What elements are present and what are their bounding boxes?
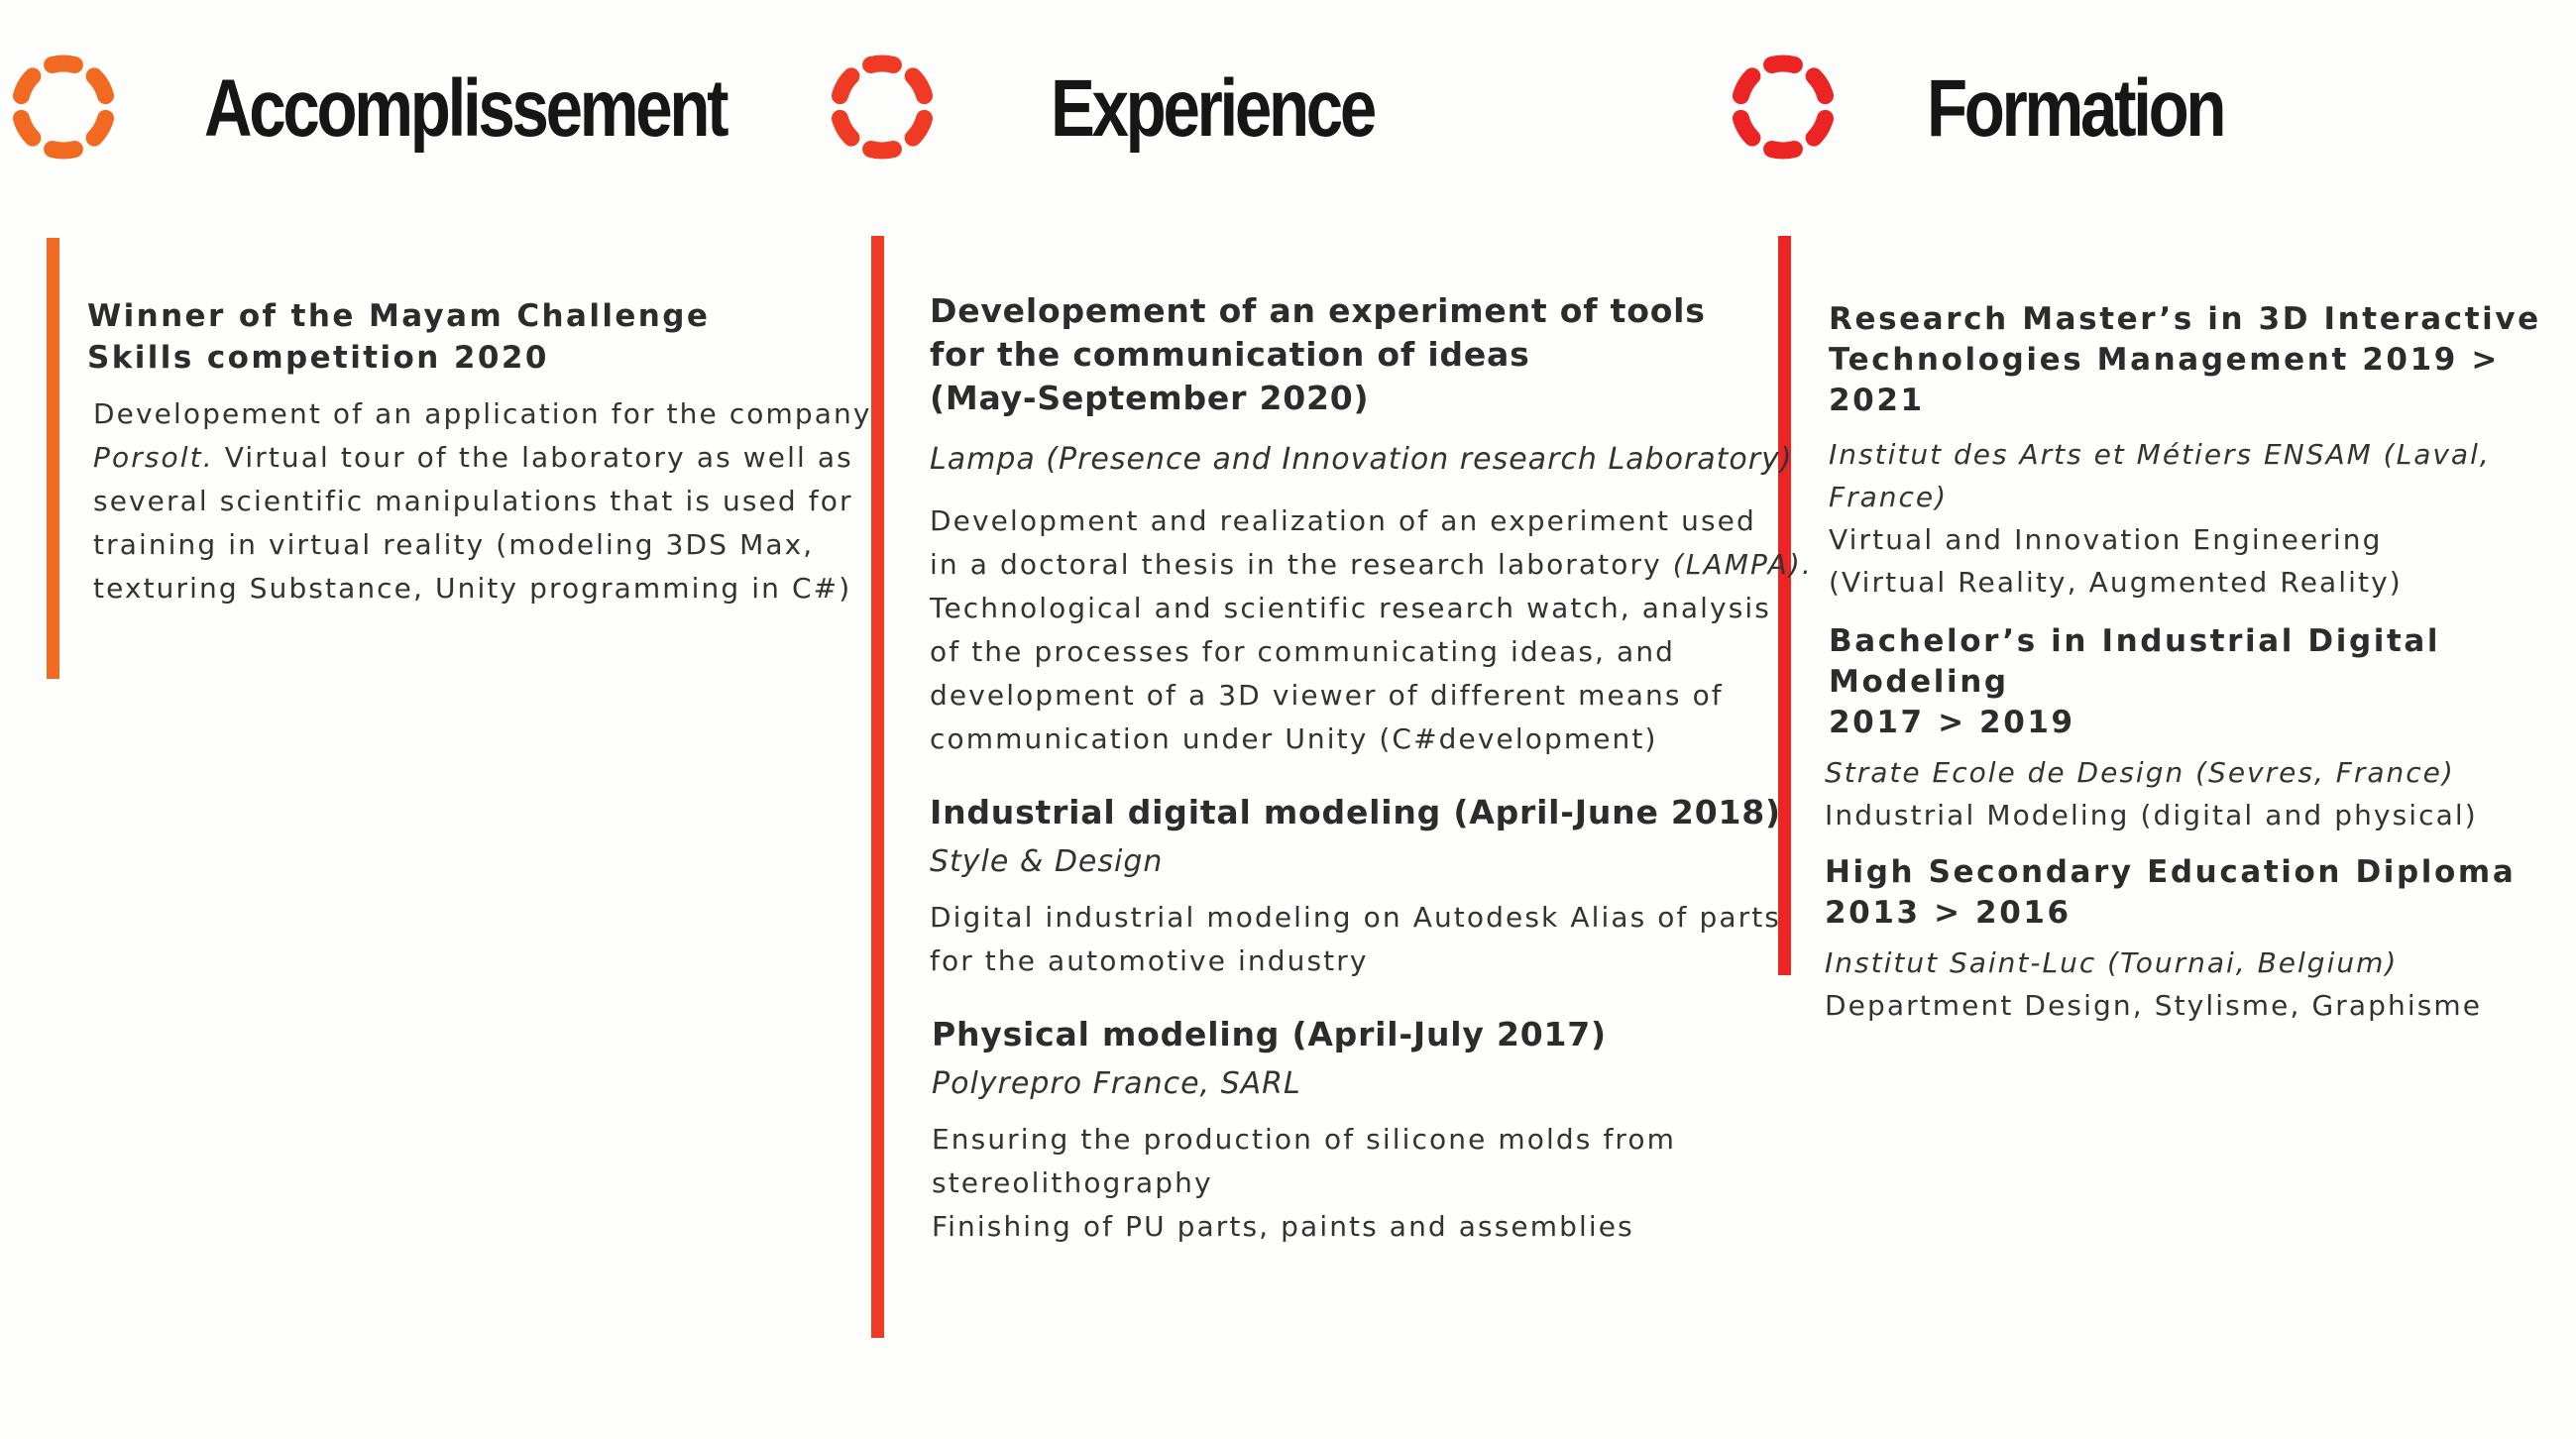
desc-line: training in virtual reality (modeling 3D… — [93, 528, 815, 561]
formation-accent-bar — [1778, 236, 1791, 975]
ring-segment — [862, 141, 902, 160]
ring-segment — [1763, 55, 1803, 73]
ring-segments — [12, 55, 115, 160]
entry-title: Winner of the Mayam Challenge Skills com… — [87, 298, 711, 376]
experience-header: Experience — [825, 50, 1618, 178]
desc-line: Development and realization of an experi… — [930, 504, 1756, 537]
entry-description: Virtual and Innovation Engineering (Virt… — [1829, 518, 2576, 604]
entry-organization: Style & Design — [930, 844, 1164, 879]
ring-segment — [904, 67, 934, 105]
experience-entry: Industrial digital modeling (April-June … — [930, 791, 1802, 983]
section-heading-formation: Formation — [1927, 63, 2226, 154]
formation-header: Formation — [1726, 50, 2519, 178]
dashed-ring-icon — [12, 55, 115, 160]
education-entry: High Secondary Education Diploma 2013 > … — [1825, 852, 2576, 1027]
ring-segment — [85, 67, 115, 105]
entry-description: Department Design, Stylisme, Graphisme — [1825, 984, 2576, 1027]
entry-title: Physical modeling (April-July 2017) — [932, 1015, 1607, 1053]
entry-title: Industrial digital modeling (April-June … — [930, 793, 1781, 831]
entry-description: Developement of an application for the c… — [93, 392, 872, 610]
ring-segment — [1805, 67, 1835, 105]
desc-line: Industrial Modeling (digital and physica… — [1825, 799, 2478, 831]
desc-line: stereolithography — [932, 1166, 1213, 1199]
desc-line: for the automotive industry — [930, 944, 1369, 977]
entry-description: Ensuring the production of silicone mold… — [932, 1118, 1802, 1249]
ring-segment — [44, 55, 83, 73]
ring-segment — [12, 109, 42, 147]
dashed-ring-icon — [831, 55, 934, 160]
ring-segment — [12, 67, 42, 105]
ring-segment — [1732, 109, 1761, 147]
ring-segments — [1732, 55, 1835, 160]
desc-text: in a doctoral thesis in the research lab… — [930, 548, 1673, 581]
ring-segment — [44, 141, 83, 160]
entry-school: Institut Saint-Luc (Tournai, Belgium) — [1825, 946, 2399, 979]
lab-name: (LAMPA). — [1672, 548, 1813, 581]
ring-segment — [904, 109, 934, 147]
ring-segment — [831, 109, 860, 147]
entry-organization: Polyrepro France, SARL — [932, 1066, 1301, 1101]
desc-text: Virtual tour of the laboratory as well a… — [213, 441, 853, 474]
ring-segment — [1732, 67, 1761, 105]
desc-line: Department Design, Stylisme, Graphisme — [1825, 989, 2483, 1022]
desc-line: Porsolt. Virtual tour of the laboratory … — [93, 436, 860, 480]
experience-content: Developement of an experiment of tools f… — [930, 289, 1811, 1278]
section-heading-accomplissement: Accomplissement — [204, 63, 729, 154]
experience-entry: Developement of an experiment of tools f… — [930, 289, 1811, 761]
desc-line: of the processes for communicating ideas… — [930, 635, 1676, 668]
entry-title: Developement of an experiment of tools f… — [930, 291, 1706, 417]
section-heading-experience: Experience — [1051, 63, 1377, 154]
accomplissement-accent-bar — [47, 238, 59, 679]
education-entry: Research Master’s in 3D Interactive Tech… — [1829, 299, 2576, 604]
entry-description: Development and realization of an experi… — [930, 499, 1811, 761]
desc-line: Ensuring the production of silicone mold… — [932, 1123, 1677, 1156]
entry-title: Research Master’s in 3D Interactive Tech… — [1829, 301, 2541, 418]
entry-description: Industrial Modeling (digital and physica… — [1825, 794, 2576, 836]
desc-line: Technological and scientific research wa… — [930, 592, 1771, 624]
desc-line: Finishing of PU parts, paints and assemb… — [932, 1210, 1634, 1243]
accomplissement-header: Accomplissement — [6, 50, 799, 178]
entry-school: Institut des Arts et Métiers ENSAM (Lava… — [1829, 438, 2491, 513]
formation-content: Research Master’s in 3D Interactive Tech… — [1825, 299, 2576, 1043]
experience-entry: Physical modeling (April-July 2017) Poly… — [932, 1013, 1802, 1249]
ring-segments — [831, 55, 934, 160]
experience-accent-bar — [871, 236, 884, 1338]
ring-segment — [85, 109, 115, 147]
ring-segment — [1763, 141, 1803, 160]
desc-line: (Virtual Reality, Augmented Reality) — [1829, 566, 2403, 599]
desc-line: Digital industrial modeling on Autodesk … — [930, 901, 1781, 934]
entry-title: High Secondary Education Diploma 2013 > … — [1825, 854, 2517, 931]
desc-line: development of a 3D viewer of different … — [930, 679, 1724, 712]
entry-school: Strate Ecole de Design (Sevres, France) — [1825, 756, 2455, 789]
entry-organization: Lampa (Presence and Innovation research … — [930, 442, 1793, 477]
company-name: Porsolt. — [93, 441, 214, 474]
entry-title: Bachelor’s in Industrial Digital Modelin… — [1829, 623, 2441, 740]
ring-segment — [862, 55, 902, 73]
dashed-ring-icon — [1732, 55, 1835, 160]
desc-line: Virtual and Innovation Engineering — [1829, 523, 2383, 556]
ring-segment — [831, 67, 860, 105]
desc-line: texturing Substance, Unity programming i… — [93, 572, 852, 605]
education-entry: Bachelor’s in Industrial Digital Modelin… — [1825, 621, 2576, 836]
ring-segment — [1805, 109, 1835, 147]
desc-line: communication under Unity (C#development… — [930, 722, 1658, 755]
desc-line: Developement of an application for the c… — [93, 397, 872, 430]
desc-line: in a doctoral thesis in the research lab… — [930, 543, 1811, 587]
entry-description: Digital industrial modeling on Autodesk … — [930, 896, 1802, 983]
accomplishment-entry: Winner of the Mayam Challenge Skills com… — [87, 295, 872, 610]
desc-line: several scientific manipulations that is… — [93, 485, 853, 517]
accomplissement-content: Winner of the Mayam Challenge Skills com… — [87, 295, 872, 610]
